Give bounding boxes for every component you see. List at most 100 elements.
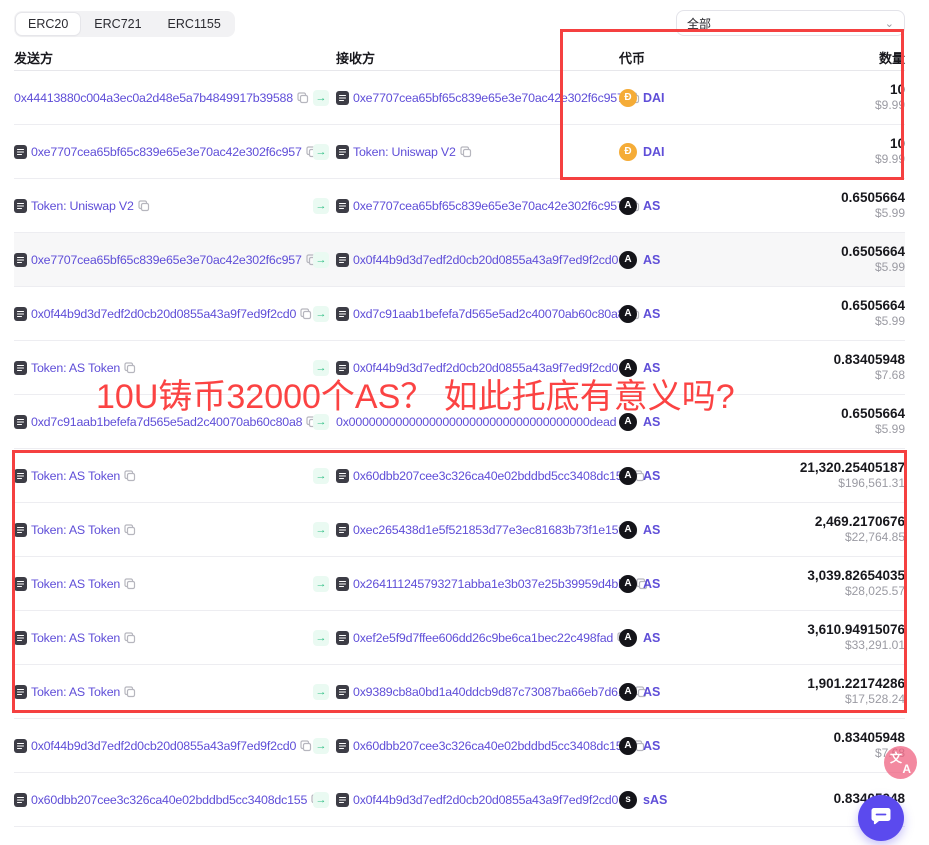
sender-cell: 0xe7707cea65bf65c839e65e3e70ac42e302f6c9… <box>14 144 317 159</box>
contract-icon <box>14 792 27 807</box>
arrow-right-icon: → <box>313 521 329 538</box>
copy-icon[interactable] <box>124 361 136 374</box>
token-symbol-link[interactable]: AS <box>643 684 661 699</box>
arrow-right-icon: → <box>313 791 329 808</box>
copy-icon[interactable] <box>124 523 136 536</box>
copy-icon[interactable] <box>300 307 312 320</box>
sender-address-link[interactable]: 0x0f44b9d3d7edf2d0cb20d0855a43a9f7ed9f2c… <box>31 306 297 321</box>
receiver-address-link[interactable]: 0xe7707cea65bf65c839e65e3e70ac42e302f6c9… <box>353 198 624 213</box>
sender-address-link[interactable]: 0x0f44b9d3d7edf2d0cb20d0855a43a9f7ed9f2c… <box>31 738 297 753</box>
receiver-address-link[interactable]: 0x0f44b9d3d7edf2d0cb20d0855a43a9f7ed9f2c… <box>353 252 619 267</box>
table-body: 0x44413880c004a3ec0a2d48e5a7b4849917b395… <box>14 71 905 827</box>
sender-address-link[interactable]: 0xd7c91aab1befefa7d565e5ad2c40070ab60c80… <box>31 414 303 429</box>
receiver-address-link[interactable]: 0x0f44b9d3d7edf2d0cb20d0855a43a9f7ed9f2c… <box>353 360 619 375</box>
token-standard-tabs: ERC20 ERC721 ERC1155 <box>14 11 235 37</box>
sender-address-link[interactable]: 0xe7707cea65bf65c839e65e3e70ac42e302f6c9… <box>31 144 302 159</box>
copy-icon[interactable] <box>124 631 136 644</box>
copy-icon[interactable] <box>297 91 309 104</box>
sender-address-link[interactable]: 0x44413880c004a3ec0a2d48e5a7b4849917b395… <box>14 90 293 105</box>
receiver-cell: 0x0f44b9d3d7edf2d0cb20d0855a43a9f7ed9f2c… <box>336 792 634 807</box>
tab-erc20[interactable]: ERC20 <box>16 13 81 35</box>
token-symbol-link[interactable]: AS <box>643 360 661 375</box>
copy-icon[interactable] <box>124 469 136 482</box>
token-symbol-link[interactable]: AS <box>643 738 661 753</box>
table-row: 0xe7707cea65bf65c839e65e3e70ac42e302f6c9… <box>14 233 905 287</box>
receiver-address-link[interactable]: 0x0f44b9d3d7edf2d0cb20d0855a43a9f7ed9f2c… <box>353 792 619 807</box>
receiver-address-link[interactable]: 0x9389cb8a0bd1a40ddcb9d87c73087ba66eb7d6… <box>353 684 632 699</box>
token-symbol-link[interactable]: AS <box>643 306 661 321</box>
copy-icon[interactable] <box>138 199 150 212</box>
sender-address-link[interactable]: Token: Uniswap V2 <box>31 198 134 213</box>
receiver-address-link[interactable]: 0x60dbb207cee3c326ca40e02bddbd5cc3408dc1… <box>353 738 630 753</box>
contract-icon <box>14 252 27 267</box>
token-icon: A <box>619 574 637 593</box>
copy-icon[interactable] <box>635 577 648 590</box>
tab-erc1155[interactable]: ERC1155 <box>167 17 221 31</box>
chat-fab[interactable] <box>858 795 904 841</box>
table-row: Token: AS Token → 0x0f44b9d3d7edf2d0cb20… <box>14 341 905 395</box>
receiver-address-link[interactable]: Token: Uniswap V2 <box>353 144 456 159</box>
table-row: 0x60dbb207cee3c326ca40e02bddbd5cc3408dc1… <box>14 773 905 827</box>
token-cell: A AS <box>619 682 719 701</box>
copy-icon[interactable] <box>124 577 136 590</box>
table-row: 0xd7c91aab1befefa7d565e5ad2c40070ab60c80… <box>14 395 905 449</box>
receiver-cell: 0x000000000000000000000000000000000000de… <box>336 414 632 429</box>
receiver-address-link[interactable]: 0xd7c91aab1befefa7d565e5ad2c40070ab60c80… <box>353 306 625 321</box>
translate-fab[interactable]: 文 A <box>884 746 917 779</box>
contract-icon <box>336 144 349 159</box>
transfer-direction: → <box>306 737 336 754</box>
token-symbol-link[interactable]: AS <box>643 468 661 483</box>
receiver-address-link[interactable]: 0x264111245793271abba1e3b037e25b39959d4b… <box>353 576 632 591</box>
token-symbol-link[interactable]: sAS <box>643 792 668 807</box>
token-symbol-link[interactable]: AS <box>643 576 661 591</box>
amount-usd: $33,291.01 <box>844 638 905 653</box>
receiver-address-link[interactable]: 0xef2e5f9d7ffee606dd26c9be6ca1bec22c498f… <box>353 630 614 645</box>
copy-icon[interactable] <box>124 685 136 698</box>
amount-value: 3,039.82654035 <box>807 567 905 583</box>
amount-cell: 2,469.2170676 $22,764.85 <box>719 514 905 546</box>
contract-icon <box>14 468 27 483</box>
contract-icon <box>336 306 349 321</box>
sender-address-link[interactable]: Token: AS Token <box>31 576 121 591</box>
receiver-address-link[interactable]: 0x000000000000000000000000000000000000de… <box>336 414 617 429</box>
arrow-right-icon: → <box>313 143 329 160</box>
receiver-address-link[interactable]: 0xe7707cea65bf65c839e65e3e70ac42e302f6c9… <box>353 90 624 105</box>
copy-icon[interactable] <box>300 739 312 752</box>
contract-icon <box>14 630 27 645</box>
contract-icon <box>14 522 27 537</box>
sender-address-link[interactable]: Token: AS Token <box>31 360 121 375</box>
contract-icon <box>14 198 27 213</box>
token-symbol-link[interactable]: AS <box>643 198 661 213</box>
contract-icon <box>336 360 349 375</box>
copy-icon[interactable] <box>460 145 472 158</box>
token-symbol-link[interactable]: DAI <box>643 144 665 159</box>
token-icon: Đ <box>619 88 637 107</box>
sender-address-link[interactable]: Token: AS Token <box>31 468 121 483</box>
table-row: 0x0f44b9d3d7edf2d0cb20d0855a43a9f7ed9f2c… <box>14 287 905 341</box>
header-token: 代币 <box>619 50 646 66</box>
sender-cell: 0x0f44b9d3d7edf2d0cb20d0855a43a9f7ed9f2c… <box>14 738 312 753</box>
token-filter-dropdown[interactable]: 全部 ⌄ <box>676 10 905 36</box>
receiver-address-link[interactable]: 0x60dbb207cee3c326ca40e02bddbd5cc3408dc1… <box>353 468 630 483</box>
sender-address-link[interactable]: Token: AS Token <box>31 684 121 699</box>
token-symbol-link[interactable]: AS <box>643 414 661 429</box>
token-symbol-link[interactable]: AS <box>643 522 661 537</box>
sender-address-link[interactable]: Token: AS Token <box>31 630 121 645</box>
token-cell: A AS <box>619 250 719 269</box>
arrow-right-icon: → <box>313 251 329 268</box>
token-symbol-link[interactable]: AS <box>643 630 661 645</box>
token-symbol-link[interactable]: AS <box>643 252 661 267</box>
token-symbol-link[interactable]: DAI <box>643 90 665 105</box>
transfers-table: 发送方 接收方 代币 数量 0x44413880c004a3ec0a2d48e5… <box>14 44 905 827</box>
contract-icon <box>14 738 27 753</box>
sender-address-link[interactable]: Token: AS Token <box>31 522 121 537</box>
table-header-row: 发送方 接收方 代币 数量 <box>14 44 905 71</box>
sender-address-link[interactable]: 0xe7707cea65bf65c839e65e3e70ac42e302f6c9… <box>31 252 302 267</box>
sender-address-link[interactable]: 0x60dbb207cee3c326ca40e02bddbd5cc3408dc1… <box>31 792 308 807</box>
contract-icon <box>14 414 27 429</box>
transfer-direction: → <box>306 359 336 376</box>
tab-erc721[interactable]: ERC721 <box>94 17 142 31</box>
receiver-address-link[interactable]: 0xec265438d1e5f521853d77e3ec81683b73f1e1… <box>353 522 622 537</box>
table-row: Token: AS Token → 0xef2e5f9d7ffee606dd26… <box>14 611 905 665</box>
